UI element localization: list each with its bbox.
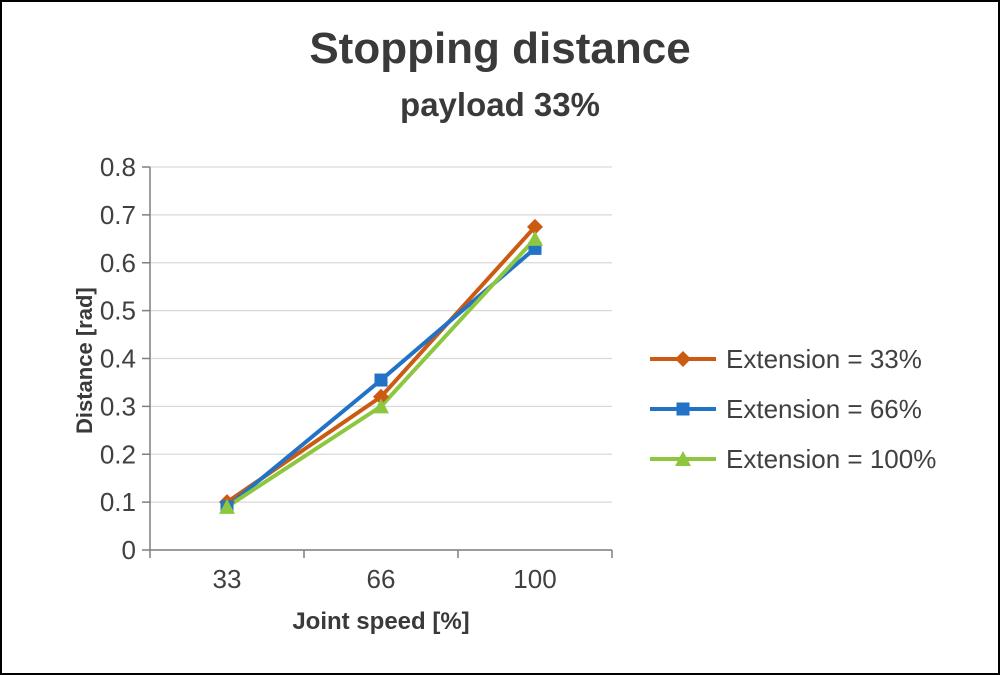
marker-triangle xyxy=(527,230,543,246)
y-tick-label: 0.3 xyxy=(100,391,136,421)
series-line-0 xyxy=(225,224,537,505)
legend-sample-2 xyxy=(650,451,716,466)
marker-square xyxy=(676,402,690,416)
y-tick-label: 0.4 xyxy=(100,344,136,374)
marker-square xyxy=(374,373,388,387)
marker-triangle xyxy=(675,451,691,466)
marker-diamond xyxy=(373,388,389,405)
y-axis-title: Distance [rad] xyxy=(72,287,97,434)
legend-label-2: Extension = 100% xyxy=(726,443,937,474)
chart-title: Stopping distance xyxy=(309,24,691,73)
marker-diamond xyxy=(527,218,543,235)
chart-subtitle: payload 33% xyxy=(400,86,600,123)
marker-diamond xyxy=(675,351,691,367)
x-axis-title: Joint speed [%] xyxy=(292,608,470,635)
y-tick-label: 0 xyxy=(122,535,136,565)
legend-item-0: Extension = 33% xyxy=(650,334,936,384)
legend-label-1: Extension = 66% xyxy=(726,393,922,424)
x-tick-label: 33 xyxy=(213,564,242,594)
legend: Extension = 33% Extension = 66% Extension … xyxy=(650,334,936,484)
y-tick-label: 0.5 xyxy=(100,296,136,326)
legend-sample-0 xyxy=(650,351,716,367)
legend-item-2: Extension = 100% xyxy=(650,434,936,484)
y-tick-label: 0.7 xyxy=(100,200,136,230)
x-tick-label: 66 xyxy=(367,564,396,594)
marker-triangle xyxy=(373,398,389,414)
x-tick-label: 100 xyxy=(513,564,556,594)
y-tick-label: 0.2 xyxy=(100,439,136,469)
y-tick-label: 0.6 xyxy=(100,248,136,278)
marker-triangle xyxy=(219,498,235,514)
legend-item-1: Extension = 66% xyxy=(650,384,936,434)
legend-label-0: Extension = 33% xyxy=(726,343,922,374)
y-tick-label: 0.8 xyxy=(100,152,136,182)
legend-sample-1 xyxy=(650,402,716,416)
y-tick-label: 0.1 xyxy=(100,487,136,517)
